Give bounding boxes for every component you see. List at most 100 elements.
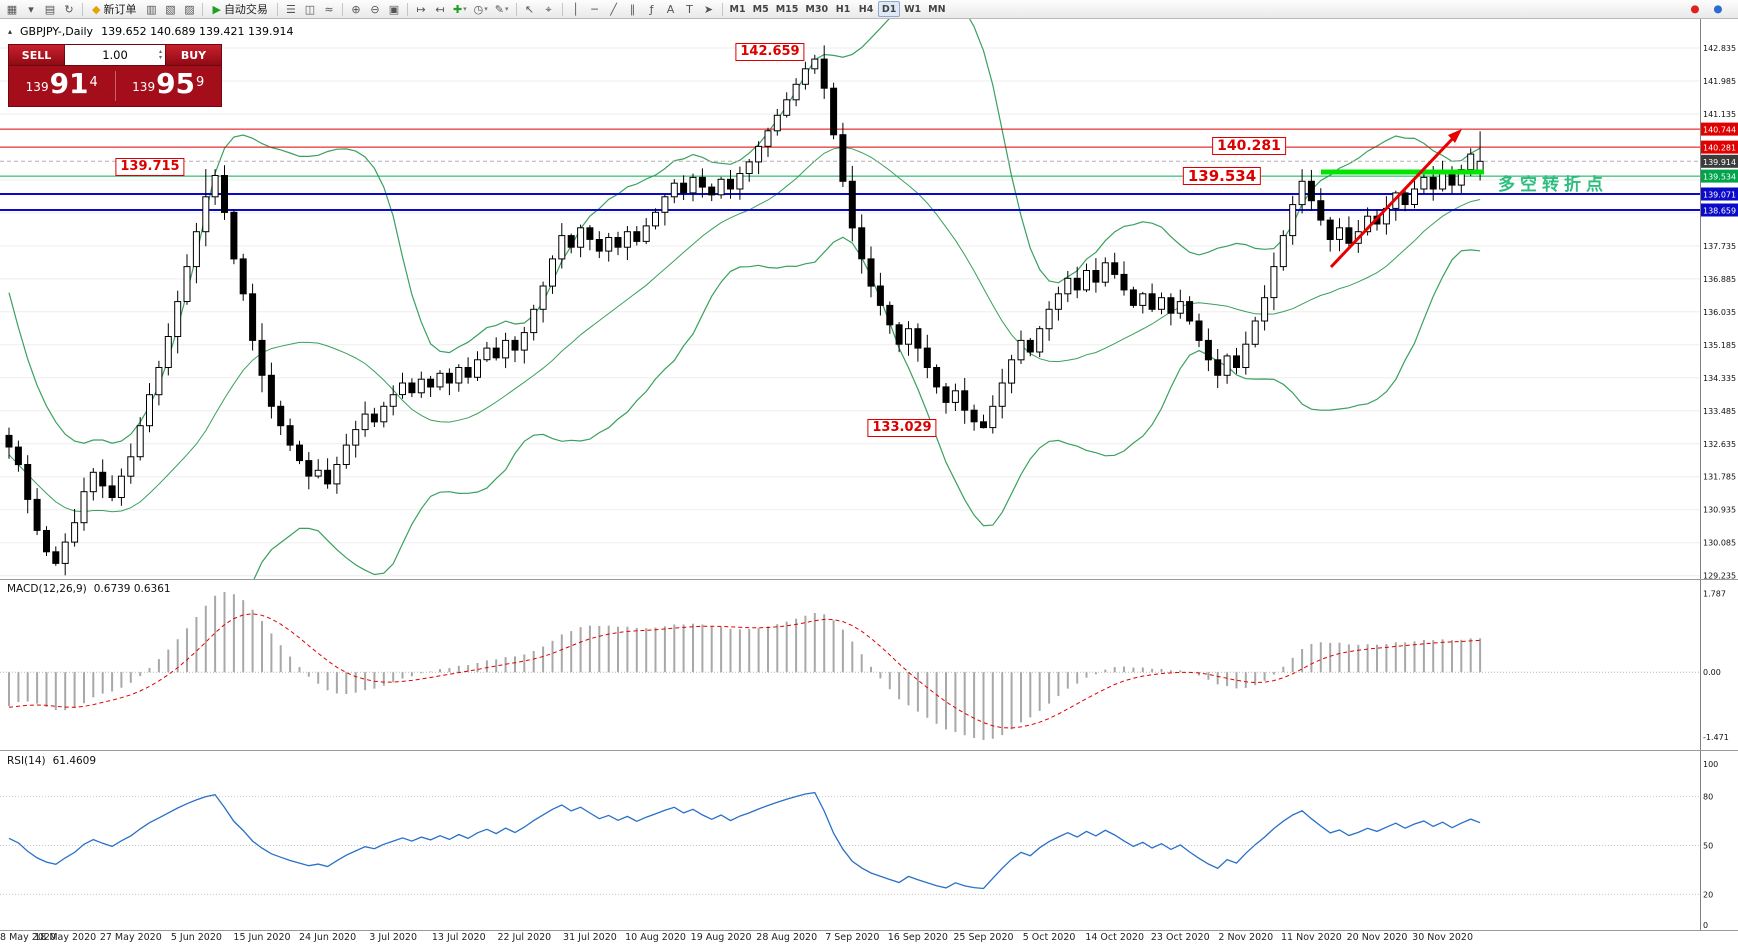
svg-text:0.00: 0.00 bbox=[1703, 668, 1721, 677]
timeframe-d1-label: D1 bbox=[881, 3, 897, 15]
toolbar-separator bbox=[561, 2, 563, 16]
svg-text:1.787: 1.787 bbox=[1703, 590, 1726, 599]
timeframe-w1[interactable]: W1 bbox=[901, 1, 924, 17]
timeframe-m30-label: M30 bbox=[805, 3, 829, 15]
date-axis-label: 10 Aug 2020 bbox=[625, 932, 686, 943]
terminal-button[interactable]: ▨ bbox=[180, 1, 198, 17]
timeframe-h1[interactable]: H1 bbox=[832, 1, 854, 17]
svg-text:139.071: 139.071 bbox=[1703, 191, 1736, 200]
horizontal-line-button[interactable]: ─ bbox=[586, 1, 604, 17]
price-label-140-281[interactable]: 140.281 bbox=[1212, 137, 1286, 155]
line-chart-button[interactable]: ≈ bbox=[320, 1, 338, 17]
timeframe-d1[interactable]: D1 bbox=[878, 1, 901, 17]
buy-price-big: 95 bbox=[156, 67, 196, 100]
tile-windows-button[interactable]: ▣ bbox=[385, 1, 403, 17]
refresh-icon: ↻ bbox=[64, 2, 74, 16]
refresh-button[interactable]: ↻ bbox=[60, 1, 78, 17]
chart-shift-button[interactable]: ↤ bbox=[431, 1, 449, 17]
trendline-icon: ╱ bbox=[610, 2, 617, 16]
svg-text:100: 100 bbox=[1703, 760, 1718, 769]
text-button[interactable]: A bbox=[662, 1, 680, 17]
new-chart-button[interactable]: ▦ bbox=[3, 1, 21, 17]
time-axis[interactable]: 8 May 2020 18 May 2020 27 May 2020 5 Jun 20… bbox=[0, 931, 1738, 945]
new-order-button[interactable]: ◆ 新订单 bbox=[87, 1, 141, 17]
svg-text:133.485: 133.485 bbox=[1703, 407, 1736, 416]
timeframe-m30[interactable]: M30 bbox=[802, 1, 831, 17]
rsi-panel-canvas[interactable]: 100 80 50 20 0 bbox=[0, 751, 1738, 930]
notification-badge-icon[interactable]: ● bbox=[1690, 3, 1700, 15]
timeframe-m1[interactable]: M1 bbox=[727, 1, 749, 17]
toolbar-separator bbox=[341, 2, 343, 16]
collapse-arrow-icon[interactable]: ▴ bbox=[8, 27, 13, 36]
volume-up-icon[interactable]: ▴ bbox=[158, 48, 162, 55]
price-label-133-029[interactable]: 133.029 bbox=[867, 419, 937, 437]
volume-steppers[interactable]: ▴ ▾ bbox=[159, 45, 162, 65]
profiles-button[interactable]: ▤ bbox=[41, 1, 59, 17]
date-axis-label: 30 Nov 2020 bbox=[1412, 932, 1474, 943]
auto-scroll-button[interactable]: ↦ bbox=[412, 1, 430, 17]
arrows-button[interactable]: ➤ bbox=[700, 1, 718, 17]
timeframe-m5[interactable]: M5 bbox=[750, 1, 772, 17]
volume-input[interactable]: 1.00 ▴ ▾ bbox=[65, 45, 165, 65]
vertical-line-icon: │ bbox=[572, 2, 579, 16]
cursor-button[interactable]: ↖ bbox=[521, 1, 539, 17]
sell-button[interactable]: SELL bbox=[9, 45, 65, 65]
crosshair-button[interactable]: ⌖ bbox=[540, 1, 558, 17]
terminal-icon: ▨ bbox=[184, 2, 195, 16]
buy-button[interactable]: BUY bbox=[165, 45, 221, 65]
price-label-142-659[interactable]: 142.659 bbox=[735, 43, 805, 61]
market-watch-button[interactable]: ▥ bbox=[142, 1, 160, 17]
svg-text:140.744: 140.744 bbox=[1703, 126, 1736, 135]
indicators-button[interactable]: ✚ ▾ bbox=[450, 1, 470, 17]
panel-separator[interactable] bbox=[0, 750, 1738, 751]
bar-chart-button[interactable]: ☰ bbox=[282, 1, 300, 17]
svg-text:141.985: 141.985 bbox=[1703, 77, 1736, 86]
panel-separator[interactable] bbox=[0, 579, 1738, 580]
templates-button[interactable]: ✎ ▾ bbox=[492, 1, 512, 17]
dropdown-arrow-icon: ▾ bbox=[505, 5, 509, 13]
date-axis-label: 22 Jul 2020 bbox=[497, 932, 552, 943]
fibonacci-button[interactable]: ƒ bbox=[643, 1, 661, 17]
macd-name: MACD(12,26,9) bbox=[7, 583, 87, 595]
bar-chart-icon: ☰ bbox=[286, 2, 296, 16]
line-chart-icon: ≈ bbox=[324, 2, 334, 16]
zoom-out-button[interactable]: ⊖ bbox=[366, 1, 384, 17]
svg-text:129.235: 129.235 bbox=[1703, 572, 1736, 579]
vertical-line-button[interactable]: │ bbox=[567, 1, 585, 17]
timeframe-m15-label: M15 bbox=[775, 3, 799, 15]
sell-price-sup: 4 bbox=[89, 75, 98, 90]
candlestick-chart-button[interactable]: ◫ bbox=[301, 1, 319, 17]
zoom-in-button[interactable]: ⊕ bbox=[347, 1, 365, 17]
sell-price[interactable]: 139 91 4 bbox=[9, 70, 115, 101]
date-axis-label: 5 Jun 2020 bbox=[170, 932, 222, 943]
buy-price[interactable]: 139 95 9 bbox=[116, 67, 222, 101]
label-button[interactable]: T bbox=[681, 1, 699, 17]
tile-windows-icon: ▣ bbox=[388, 2, 400, 16]
one-click-trading-panel: SELL 1.00 ▴ ▾ BUY 139 91 4 139 95 9 bbox=[8, 44, 222, 107]
volume-value[interactable]: 1.00 bbox=[102, 48, 128, 62]
volume-down-icon[interactable]: ▾ bbox=[158, 54, 162, 61]
price-divider bbox=[114, 71, 116, 101]
autotrading-button[interactable]: ▶ 自动交易 bbox=[207, 1, 272, 17]
timeframe-m1-label: M1 bbox=[729, 3, 746, 15]
price-chart-canvas[interactable]: 142.835 141.985 141.135 137.735 136.885 136.0… bbox=[0, 19, 1738, 579]
new-chart-dropdown[interactable]: ▾ bbox=[22, 1, 40, 17]
channel-button[interactable]: ∥ bbox=[624, 1, 642, 17]
new-chart-icon: ▦ bbox=[6, 2, 18, 16]
timeframe-mn[interactable]: MN bbox=[925, 1, 948, 17]
svg-text:136.885: 136.885 bbox=[1703, 275, 1736, 284]
turning-point-annotation[interactable]: 多空转折点 bbox=[1498, 175, 1608, 195]
macd-panel-canvas[interactable]: 1.787 0.00 -1.471 bbox=[0, 580, 1738, 750]
price-label-139-534[interactable]: 139.534 bbox=[1182, 167, 1262, 185]
timeframe-h4[interactable]: H4 bbox=[855, 1, 877, 17]
trendline-button[interactable]: ╱ bbox=[605, 1, 623, 17]
timeframe-m15[interactable]: M15 bbox=[773, 1, 802, 17]
toolbar-separator bbox=[515, 2, 517, 16]
price-label-139-715[interactable]: 139.715 bbox=[115, 158, 185, 176]
date-axis-label: 13 Jul 2020 bbox=[431, 932, 486, 943]
symbol-period-label: GBPJPY-,Daily bbox=[20, 25, 94, 38]
navigator-button[interactable]: ▧ bbox=[161, 1, 179, 17]
community-icon[interactable]: ● bbox=[1713, 3, 1723, 15]
periods-button[interactable]: ◷ ▾ bbox=[471, 1, 491, 17]
